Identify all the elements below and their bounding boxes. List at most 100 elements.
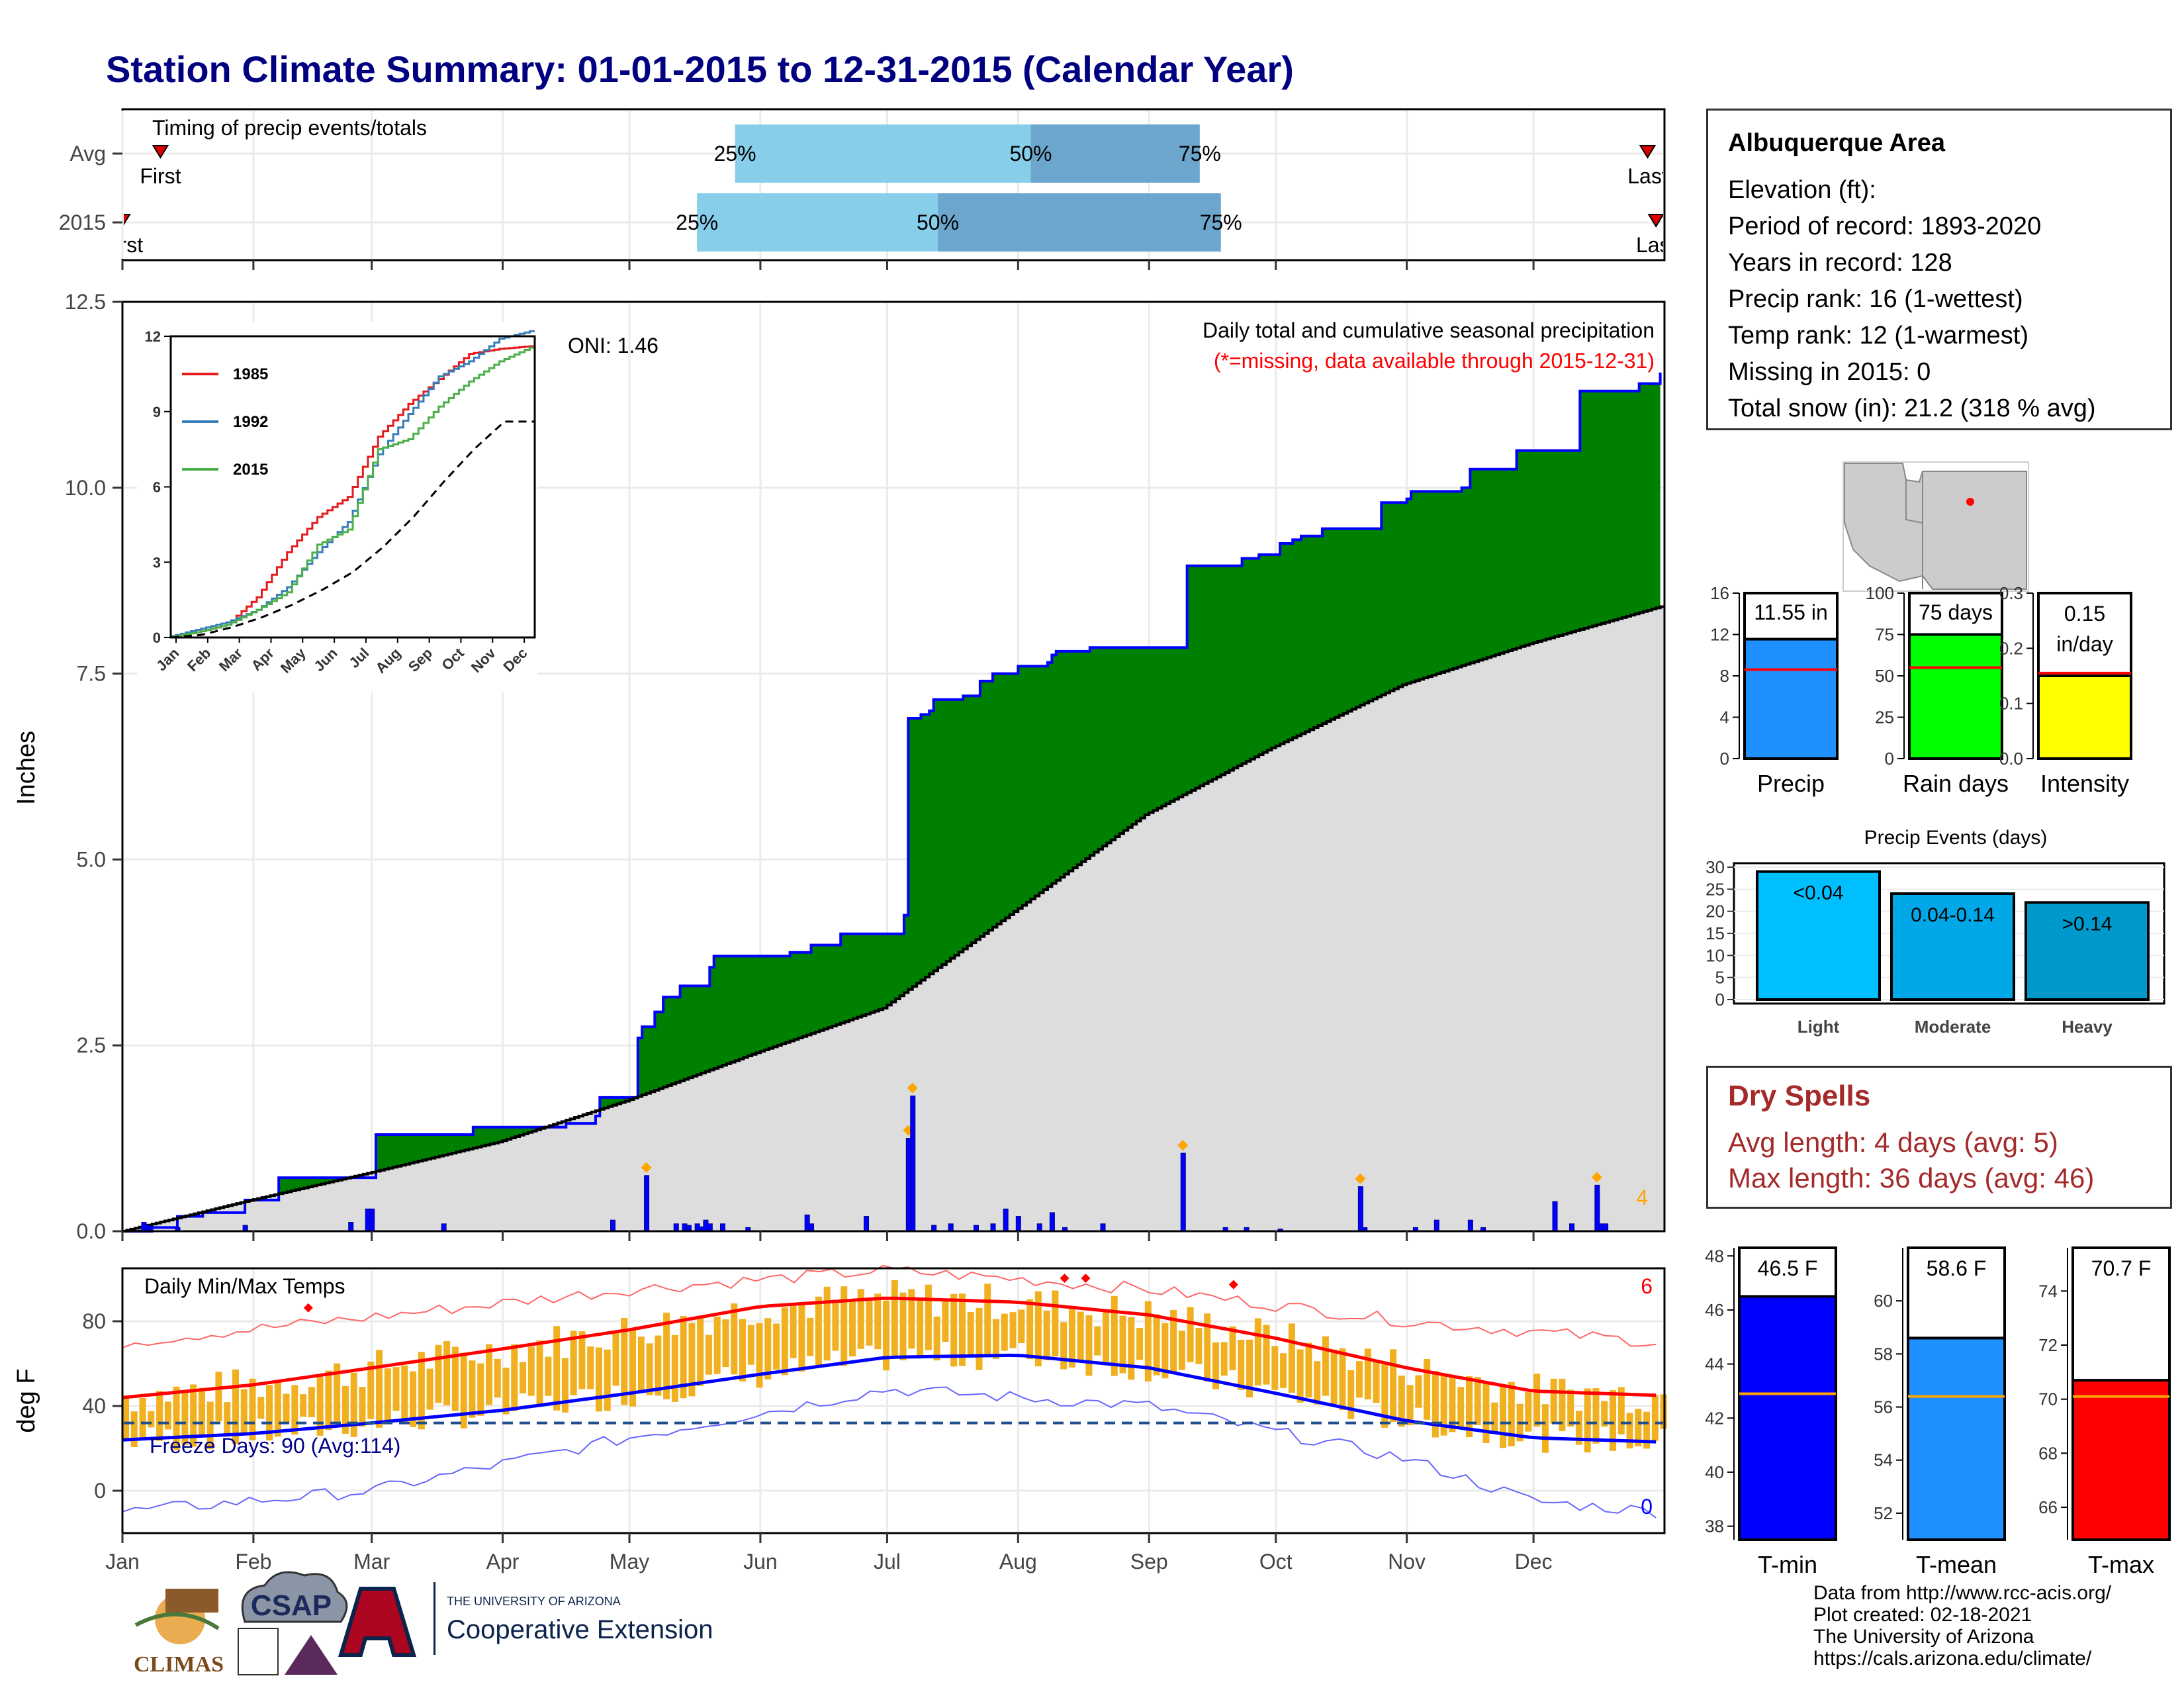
daily-temp-bar — [1077, 1311, 1084, 1361]
quartile-bar-low — [735, 124, 1031, 183]
daily-temp-bar — [1187, 1307, 1194, 1362]
daily-temp-bar — [1263, 1325, 1270, 1385]
daily-temp-bar — [122, 1397, 129, 1438]
summary-ytick: 50 — [1875, 666, 1894, 686]
daily-temp-bar — [316, 1376, 324, 1436]
events-ytick: 0 — [1715, 990, 1725, 1009]
daily-temp-bar — [1500, 1386, 1507, 1448]
first-marker-label: First — [102, 233, 143, 257]
daily-temp-bar — [595, 1347, 602, 1412]
daily-temp-bar — [747, 1325, 754, 1365]
daily-temp-bar — [1465, 1376, 1473, 1438]
daily-precip-bar — [1552, 1201, 1558, 1232]
daily-temp-bar — [1136, 1328, 1144, 1360]
month-label: Sep — [1130, 1550, 1168, 1573]
credit-line: Plot created: 02-18-2021 — [1813, 1604, 2032, 1626]
daily-temp-bar — [206, 1401, 214, 1450]
daily-temp-bar — [451, 1346, 459, 1411]
first-marker — [124, 214, 131, 226]
ua-logo: THE UNIVERSITY OF ARIZONA Cooperative Ex… — [338, 1582, 713, 1657]
daily-temp-bar — [1111, 1295, 1118, 1376]
daily-temp-bar — [139, 1397, 146, 1439]
daily-precip-bar — [1036, 1223, 1042, 1232]
daily-temp-bar — [570, 1331, 577, 1395]
daily-temp-bar — [1533, 1374, 1541, 1427]
month-label: Mar — [353, 1550, 390, 1573]
daily-temp-bar — [832, 1303, 839, 1351]
credit-line: https://cals.arizona.edu/climate/ — [1813, 1648, 2092, 1669]
daily-temp-bar — [1170, 1309, 1177, 1373]
daily-temp-bar — [1085, 1315, 1093, 1376]
daily-precip-bar — [1049, 1212, 1055, 1232]
inset-legend-label: 2015 — [233, 461, 268, 479]
inset-ytick: 0 — [153, 630, 161, 646]
summary-ytick: 0.0 — [1999, 749, 2023, 769]
logos: CLIMAS CSAP THE UNIVERSITY OF ARIZONA Co… — [134, 1571, 713, 1677]
daily-temp-bar — [561, 1358, 569, 1413]
event-bar-moderate — [1890, 892, 2015, 1001]
daily-temp-bar — [156, 1391, 163, 1441]
station-detail: Temp rank: 12 (1-warmest) — [1728, 322, 2029, 350]
daily-temp-bar — [1474, 1377, 1481, 1425]
event-marker — [1591, 1172, 1602, 1183]
precip-ytick: 5.0 — [77, 847, 106, 871]
daily-temp-bar — [1617, 1387, 1625, 1434]
daily-temp-bar — [1009, 1312, 1017, 1348]
credit-line: The University of Arizona — [1813, 1626, 2034, 1648]
daily-temp-bar — [341, 1385, 349, 1434]
summary-value: 11.55 in — [1754, 600, 1828, 624]
daily-temp-bar — [1178, 1331, 1185, 1370]
daily-temp-bar — [1001, 1313, 1008, 1351]
daily-precip-bar — [1357, 1186, 1363, 1232]
dry-spells-box: Dry Spells Avg length: 4 days (avg: 5) M… — [1706, 1066, 2172, 1209]
station-detail: Precip rank: 16 (1-wettest) — [1728, 285, 2023, 313]
daily-temp-bar — [300, 1394, 307, 1417]
events-ytick: 30 — [1706, 857, 1725, 877]
events-ytick: 25 — [1706, 879, 1725, 899]
daily-temp-bar — [1567, 1389, 1574, 1427]
daily-temp-bar — [1541, 1404, 1549, 1453]
daily-temp-bar — [1601, 1401, 1608, 1427]
inset-legend-label: 1992 — [233, 413, 268, 431]
event-marker — [907, 1082, 918, 1094]
daily-precip-bar — [809, 1223, 815, 1232]
month-label: Oct — [1259, 1550, 1293, 1573]
daily-temp-bar — [553, 1326, 561, 1411]
daily-temp-bar — [1119, 1315, 1126, 1374]
record-high-marker — [1081, 1274, 1091, 1283]
daily-temp-bar — [477, 1363, 484, 1416]
temp-ytick: 40 — [82, 1394, 106, 1418]
temp-bar-label: T-max — [2088, 1551, 2154, 1578]
temp-ytick: 0 — [94, 1479, 106, 1503]
p75-label: 75% — [1179, 142, 1221, 165]
temp-bar-ytick: 44 — [1705, 1354, 1724, 1374]
daily-temp-bar — [705, 1335, 712, 1375]
daily-temp-bar — [722, 1319, 729, 1368]
daily-temp-bar — [883, 1300, 890, 1371]
daily-temp-bar — [1364, 1348, 1371, 1399]
daily-temp-bar — [536, 1340, 543, 1407]
temp-bar-ytick: 48 — [1705, 1246, 1724, 1266]
daily-temp-bar — [291, 1385, 298, 1435]
daily-precip-bar — [369, 1208, 375, 1232]
month-label: Nov — [1388, 1550, 1426, 1573]
climas-text: CLIMAS — [134, 1652, 224, 1677]
cold-count: 0 — [1641, 1495, 1653, 1519]
p50-label: 50% — [1009, 142, 1052, 165]
daily-precip-bar — [1569, 1223, 1575, 1232]
temp-bar-t-min — [1738, 1295, 1837, 1541]
temp-bar-label: T-mean — [1916, 1551, 1997, 1578]
daily-temp-bar — [1415, 1375, 1422, 1408]
quartile-bar-low — [697, 193, 938, 252]
missing-note: (*=missing, data available through 2015-… — [1214, 349, 1655, 373]
daily-temp-bar — [621, 1317, 628, 1405]
temp-bar-ytick: 70 — [2038, 1389, 2058, 1409]
daily-temp-bar — [1550, 1378, 1557, 1424]
temp-bar-value: 46.5 F — [1758, 1256, 1818, 1280]
daily-temp-bar — [950, 1293, 958, 1367]
daily-temp-bar — [1482, 1382, 1490, 1443]
temp-bar-ytick: 42 — [1705, 1408, 1724, 1428]
daily-temp-bar — [1373, 1362, 1380, 1403]
